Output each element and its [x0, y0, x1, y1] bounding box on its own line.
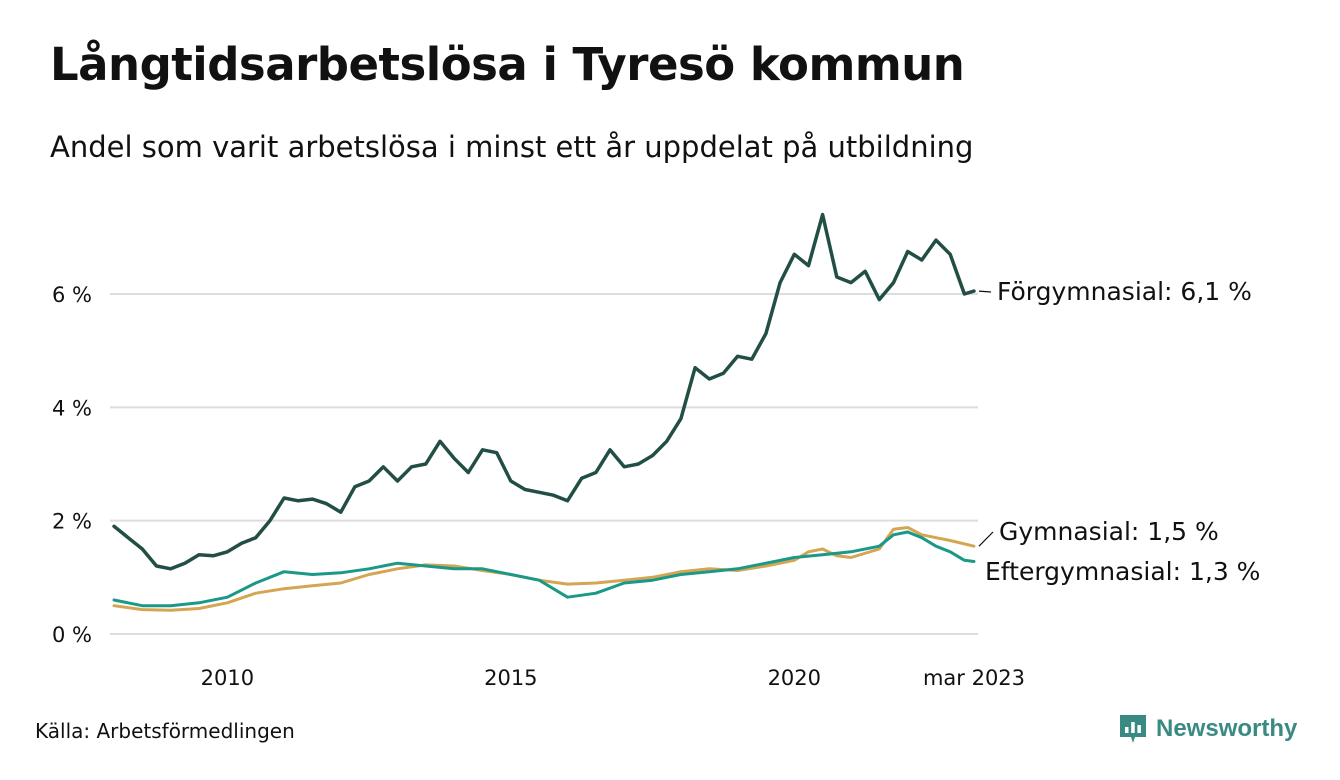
series-line-gymnasial	[112, 526, 976, 612]
chart-subtitle: Andel som varit arbetslösa i minst ett å…	[50, 130, 974, 164]
series-line-forgymnasial	[112, 212, 976, 571]
y-tick-label: 6 %	[52, 283, 92, 307]
gridlines	[110, 292, 978, 635]
x-tick-label: 2015	[484, 666, 537, 690]
x-tick-label: mar 2023	[923, 666, 1025, 690]
source-note: Källa: Arbetsförmedlingen	[35, 719, 295, 743]
label-leader	[978, 531, 994, 547]
series-label-gymnasial: Gymnasial: 1,5 %	[999, 517, 1219, 546]
x-tick-label: 2020	[768, 666, 821, 690]
brand-name: Newsworthy	[1156, 715, 1298, 742]
axis-labels: 0 % 2 % 4 % 6 % 2010 2015 2020 mar 2023	[52, 283, 1025, 690]
series-labels: Förgymnasial: 6,1 % Gymnasial: 1,5 % Efter…	[978, 277, 1260, 586]
newsworthy-logo-icon	[1120, 715, 1146, 743]
chart-title: Långtidsarbetslösa i Tyresö kommun	[50, 38, 965, 91]
label-leader	[978, 290, 992, 293]
series-lines	[112, 212, 976, 612]
series-line-eftergymnasial	[112, 530, 976, 608]
y-tick-label: 4 %	[52, 396, 92, 420]
x-tick-label: 2010	[201, 666, 254, 690]
series-label-forgymnasial: Förgymnasial: 6,1 %	[997, 277, 1252, 306]
y-tick-label: 2 %	[52, 510, 92, 534]
brand-logo: Newsworthy	[1118, 713, 1297, 745]
series-label-eftergymnasial: Eftergymnasial: 1,3 %	[985, 557, 1260, 586]
y-tick-label: 0 %	[52, 623, 92, 647]
